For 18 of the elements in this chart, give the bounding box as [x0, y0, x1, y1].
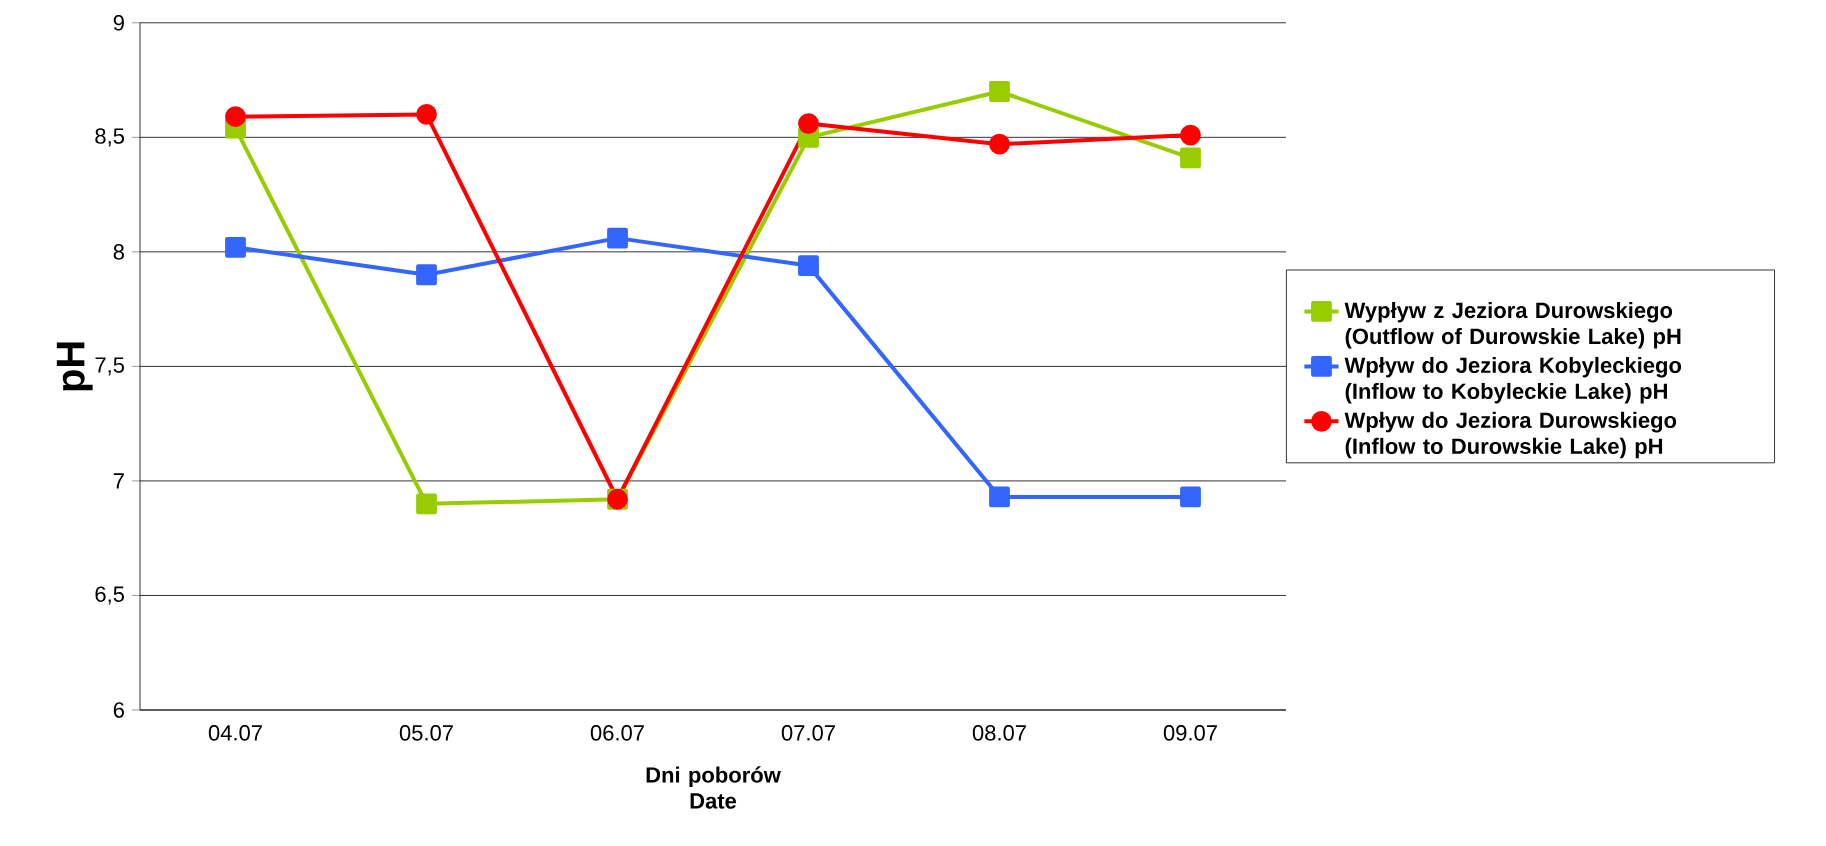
y-tick-label: 8	[113, 244, 124, 260]
legend-label: Wypływ z Jeziora Durowskiego (Outflow of Durowskie Lake) pH	[1344, 301, 1681, 349]
y-tick-label: 7,5	[95, 357, 125, 376]
x-tick-label: 05.07	[399, 725, 453, 741]
y-tick-label: 7	[113, 473, 124, 489]
y-tick-label: 6	[113, 702, 124, 718]
y-tick-label: 8,5	[95, 128, 125, 147]
y-tick-label: 6,5	[95, 586, 125, 605]
legend-label: Wpływ do Jeziora Kobyleckiego (Inflow to Kobyleckie Lake) pH	[1344, 356, 1682, 404]
x-tick-label: 09.07	[1163, 725, 1217, 741]
x-tick-label: 07.07	[781, 725, 835, 741]
x-tick-label: 08.07	[972, 725, 1026, 741]
legend-label: Wpływ do Jeziora Durowskiego (Inflow to Durowskie Lake) pH	[1344, 411, 1677, 459]
x-tick-label: 04.07	[208, 725, 262, 741]
y-tick-label: 9	[113, 15, 124, 31]
y-axis-title: pH	[56, 342, 93, 391]
x-axis-title: Dni poborów Date	[646, 766, 781, 809]
x-tick-label: 06.07	[590, 725, 644, 741]
